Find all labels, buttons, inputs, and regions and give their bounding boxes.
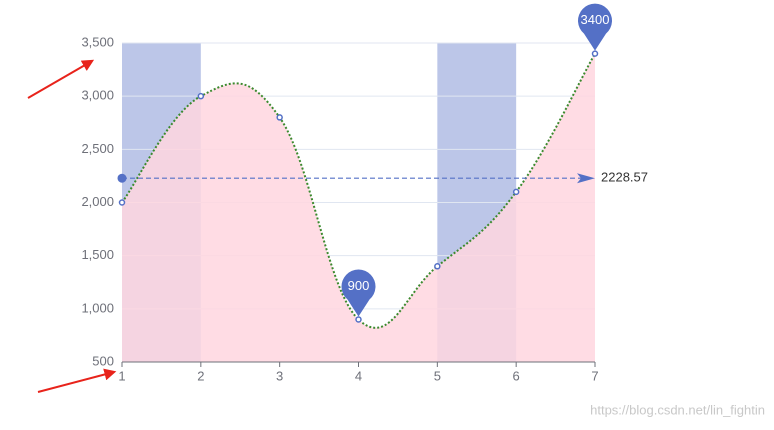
y-tick-label: 500	[92, 353, 114, 368]
x-tick-label: 7	[591, 368, 598, 383]
x-tick-label: 1	[118, 368, 125, 383]
mark-point	[341, 269, 376, 317]
mark-point-label: 900	[348, 278, 370, 293]
annotation-arrow	[27, 59, 95, 99]
mark-point	[578, 3, 612, 51]
x-tick-label: 5	[434, 368, 441, 383]
y-tick-label: 3,000	[81, 88, 114, 103]
x-tick-label: 2	[197, 368, 204, 383]
x-tick-label: 4	[355, 368, 362, 383]
mark-point-label: 3400	[581, 12, 610, 27]
point	[434, 263, 441, 270]
x-tick-label: 6	[513, 368, 520, 383]
y-tick-label: 1,500	[81, 247, 114, 262]
y-tick-label: 1,000	[81, 300, 114, 315]
y-tick-label: 3,500	[81, 34, 114, 49]
point	[197, 92, 205, 100]
mark-line-arrow	[577, 173, 595, 184]
point	[591, 50, 599, 57]
point	[118, 199, 126, 206]
mark-line-label: 2228.57	[601, 170, 648, 185]
annotation-arrow	[37, 368, 117, 393]
x-tick-label: 3	[276, 368, 283, 383]
point	[276, 114, 283, 121]
area	[122, 53, 595, 363]
point	[512, 188, 520, 196]
plot: 500 1,000 1,500 2,000 2,500 3,000 3,500 1 2 3 4 5 6 7…	[81, 3, 765, 417]
y-tick-label: 2,500	[81, 141, 114, 156]
watermark: https://blog.csdn.net/lin_fightin	[590, 402, 765, 417]
y-tick-label: 2,000	[81, 194, 114, 209]
point	[355, 316, 362, 323]
